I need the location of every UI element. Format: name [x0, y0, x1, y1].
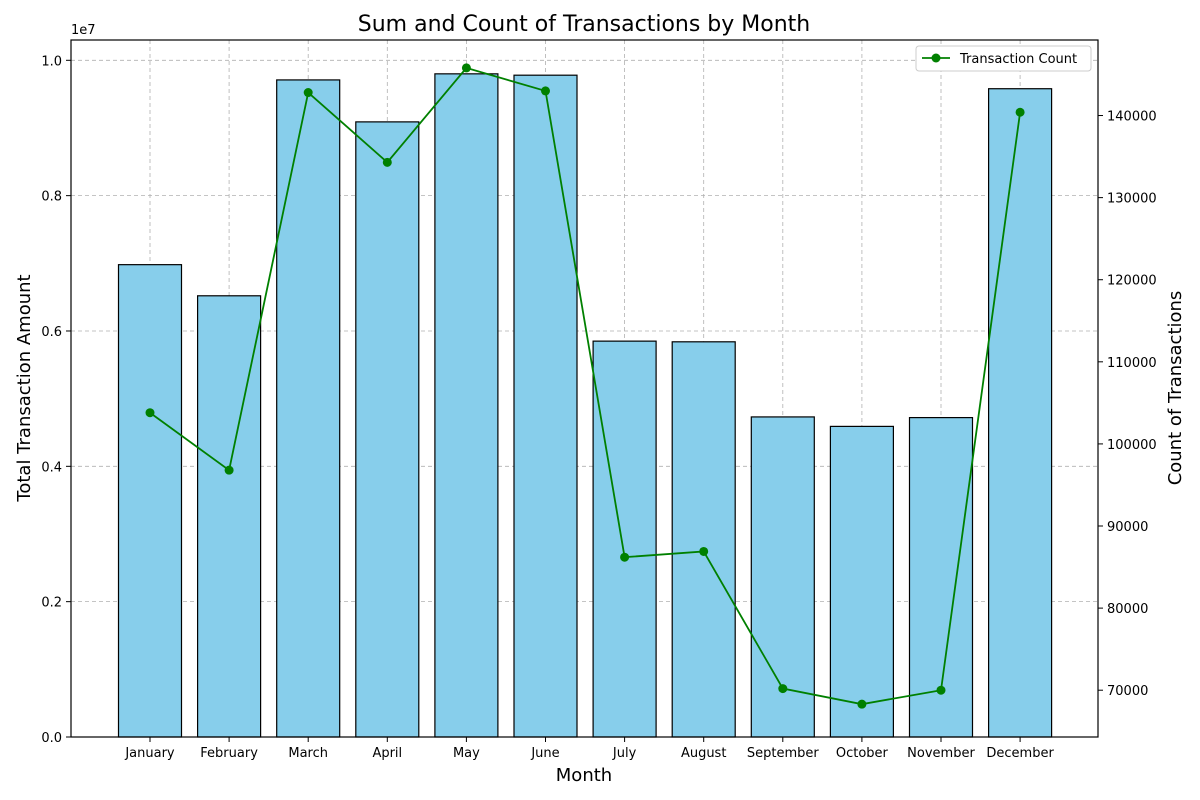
x-tick-label: March — [288, 746, 328, 761]
x-axis: January February March April May June July Augu… — [124, 737, 1054, 761]
count-point-june — [541, 86, 550, 96]
x-tick-label: July — [612, 746, 637, 761]
count-point-january — [145, 408, 155, 418]
x-tick-label: February — [200, 746, 258, 761]
y-tick-label: 0.2 — [41, 596, 62, 611]
count-point-may — [461, 63, 471, 73]
y2-axis-title: Count of Transactions — [1165, 291, 1186, 486]
count-point-november — [936, 685, 946, 695]
legend: Transaction Count — [915, 45, 1092, 72]
y2-tick-label: 120000 — [1107, 274, 1157, 289]
y-tick-label: 0.6 — [41, 325, 62, 340]
y2-tick-label: 140000 — [1107, 110, 1157, 125]
y2-tick-label: 70000 — [1107, 684, 1148, 699]
y-tick-label: 0.4 — [41, 460, 62, 475]
x-tick-label: October — [836, 746, 889, 761]
x-tick-label: August — [681, 746, 727, 761]
y-axis-left: 0.0 0.2 0.4 0.6 0.8 1.0 — [41, 54, 71, 746]
bar-march — [276, 79, 341, 738]
bar-december — [987, 88, 1053, 738]
y2-tick-label: 90000 — [1107, 520, 1148, 535]
y-tick-label: 0.8 — [41, 190, 62, 205]
bars — [117, 73, 1053, 738]
x-axis-title: Month — [556, 765, 612, 786]
count-point-september — [778, 684, 788, 694]
count-point-february — [224, 465, 234, 475]
count-point-march — [303, 88, 313, 98]
y2-tick-label: 130000 — [1107, 192, 1157, 207]
count-point-july — [620, 552, 630, 562]
x-tick-label: November — [907, 746, 975, 761]
legend-label: Transaction Count — [959, 52, 1077, 67]
x-tick-label: June — [530, 746, 559, 761]
x-tick-label: April — [372, 746, 402, 761]
bar-august — [671, 341, 736, 738]
bar-april — [355, 121, 420, 738]
x-tick-label: September — [747, 746, 820, 761]
legend-marker-swatch — [931, 53, 941, 63]
legend-box — [915, 45, 1092, 72]
bar-september — [750, 416, 815, 738]
y-tick-label: 1.0 — [41, 54, 62, 69]
count-point-october — [857, 699, 867, 709]
bar-january — [117, 264, 183, 738]
y-axis-title: Total Transaction Amount — [14, 274, 35, 502]
count-point-december — [1015, 107, 1025, 117]
bar-may — [434, 73, 499, 738]
x-tick-label: May — [453, 746, 480, 761]
y-tick-label: 0.0 — [41, 731, 62, 746]
count-line-path — [149, 66, 1021, 706]
x-tick-label: January — [124, 746, 175, 761]
bar-october — [829, 425, 895, 738]
count-point-august — [699, 546, 709, 556]
y-offset-label: 1e7 — [71, 23, 96, 38]
x-tick-label: December — [986, 746, 1054, 761]
chart-title: Sum and Count of Transactions by Month — [358, 12, 810, 37]
y2-tick-label: 80000 — [1107, 602, 1148, 617]
y-axis-right: 70000 80000 90000 100000 110000 120000 130000 1… — [1098, 110, 1157, 699]
count-point-april — [382, 157, 392, 167]
y2-tick-label: 110000 — [1107, 356, 1157, 371]
bar-june — [513, 74, 578, 738]
plot-frame — [70, 39, 1099, 738]
count-line — [145, 63, 1025, 709]
y2-tick-label: 100000 — [1107, 438, 1157, 453]
bar-july — [592, 340, 657, 738]
